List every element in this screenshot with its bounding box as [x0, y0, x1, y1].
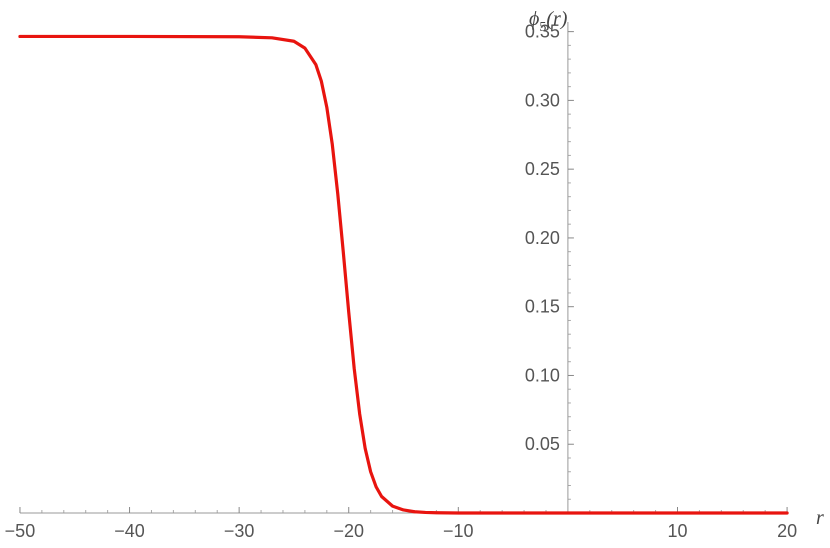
tick-labels: −50 −40 −30 −20 −10 10 20 0.05 0.10 0.15 0.20 0.25 0…: [5, 22, 797, 541]
y-tick-label: 0.20: [525, 228, 560, 248]
x-tick-label: −40: [114, 521, 145, 541]
x-axis-label: r: [816, 507, 824, 529]
x-tick-label: 20: [777, 521, 797, 541]
axes: [19, 22, 788, 514]
x-tick-label: 10: [667, 521, 687, 541]
y-tick-label: 0.30: [525, 90, 560, 110]
y-tick-label: 0.25: [525, 159, 560, 179]
x-tick-label: −10: [443, 521, 474, 541]
y-axis-label: ϕ5(r): [529, 8, 568, 35]
y-tick-label: 0.15: [525, 297, 560, 317]
y-tick-label: 0.35: [525, 22, 560, 42]
x-tick-label: −20: [333, 521, 364, 541]
x-tick-label: −30: [224, 521, 255, 541]
series-line: [18, 34, 789, 515]
series-group: [18, 34, 789, 515]
y-tick-label: 0.05: [525, 434, 560, 454]
y-tick-label: 0.10: [525, 365, 560, 385]
x-tick-label: −50: [5, 521, 36, 541]
tick-marks: [19, 31, 788, 513]
